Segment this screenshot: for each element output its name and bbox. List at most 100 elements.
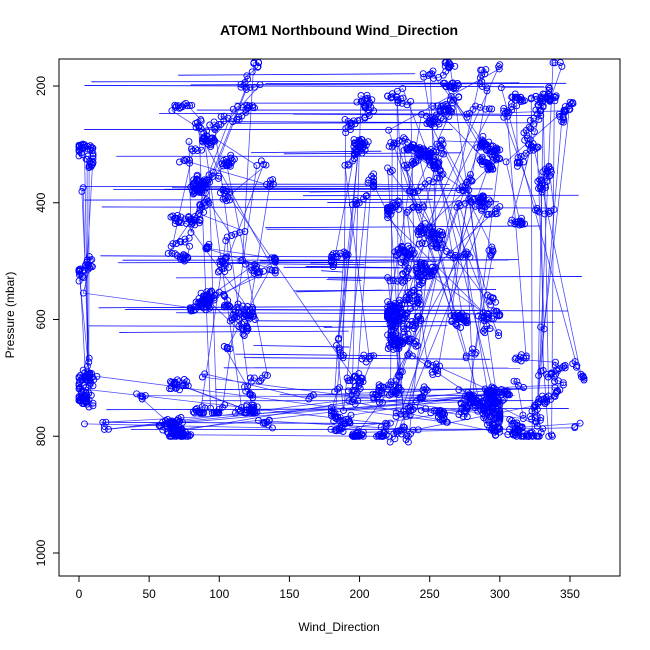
data-point (179, 254, 187, 262)
data-point (334, 335, 342, 343)
data-point (550, 373, 558, 381)
x-tick-label: 200 (350, 587, 370, 601)
data-point (550, 206, 558, 214)
data-point (513, 419, 521, 427)
data-point (423, 361, 431, 369)
data-point (220, 185, 227, 193)
data-point (401, 333, 409, 341)
data-point (392, 308, 400, 316)
data-point (552, 366, 560, 374)
data-point (496, 388, 504, 396)
data-point (246, 311, 254, 319)
data-point (177, 219, 185, 227)
data-point (521, 136, 529, 144)
data-point (429, 178, 437, 186)
data-point (384, 274, 392, 282)
data-point (438, 171, 446, 179)
data-point (463, 113, 471, 121)
data-point (89, 399, 97, 407)
data-point (573, 362, 581, 370)
data-point (191, 306, 199, 314)
data-point (518, 214, 525, 222)
data-point (443, 418, 451, 426)
data-point (234, 300, 242, 308)
data-point (458, 183, 466, 191)
data-point (188, 145, 195, 153)
data-point (571, 424, 579, 432)
data-point (483, 84, 491, 92)
data-point (388, 390, 395, 398)
data-point (336, 417, 344, 424)
data-point (271, 266, 279, 274)
data-point (251, 83, 259, 91)
y-tick-label: 200 (34, 76, 48, 96)
data-point (532, 418, 540, 426)
data-point (552, 93, 560, 101)
data-point (105, 425, 112, 433)
data-point (235, 322, 243, 330)
data-point (361, 139, 369, 147)
data-point (485, 105, 493, 113)
data-point (191, 221, 199, 229)
data-point (230, 314, 238, 322)
data-point (485, 196, 493, 204)
data-point (462, 354, 470, 362)
data-point (513, 159, 521, 167)
data-point (384, 164, 392, 172)
data-point (459, 413, 467, 420)
data-point (404, 242, 412, 250)
data-point (185, 234, 193, 242)
data-point (488, 315, 496, 323)
series-line (82, 263, 215, 311)
data-point (428, 235, 436, 243)
data-point (176, 158, 183, 166)
data-point (360, 143, 368, 150)
data-point (351, 432, 359, 440)
y-tick-label: 800 (34, 426, 48, 446)
data-point (180, 254, 188, 262)
data-point (192, 176, 200, 184)
data-point (438, 228, 446, 236)
data-point (305, 395, 313, 403)
data-point (397, 276, 405, 284)
data-point (186, 216, 194, 224)
data-point (468, 394, 476, 401)
data-point (215, 288, 223, 296)
data-point (507, 103, 515, 111)
data-point (242, 106, 250, 113)
data-point (537, 414, 545, 422)
data-point (201, 298, 209, 305)
data-point (419, 201, 426, 209)
data-point (453, 203, 461, 211)
data-point (513, 378, 521, 386)
data-point (411, 303, 419, 311)
data-point (256, 81, 264, 89)
data-point (389, 199, 397, 207)
data-point (463, 110, 471, 118)
data-point (99, 418, 107, 426)
data-point (199, 299, 207, 307)
data-point (83, 155, 91, 163)
data-point (202, 184, 210, 192)
data-point (559, 379, 567, 387)
data-point (451, 312, 459, 320)
data-point (359, 432, 367, 440)
data-point (379, 398, 386, 406)
data-point (75, 268, 83, 275)
data-point (513, 162, 521, 170)
data-point (373, 432, 381, 440)
data-point (336, 384, 343, 392)
data-point (419, 70, 427, 78)
data-point (469, 398, 477, 406)
data-point (181, 238, 189, 246)
data-point (392, 413, 400, 420)
data-point (243, 72, 251, 80)
data-point (439, 240, 447, 248)
data-point (472, 348, 480, 356)
data-point (410, 144, 418, 152)
data-point (538, 188, 546, 196)
data-point (76, 145, 84, 153)
data-point (399, 270, 407, 278)
data-point (390, 139, 398, 147)
y-tick-label: 400 (34, 192, 48, 212)
